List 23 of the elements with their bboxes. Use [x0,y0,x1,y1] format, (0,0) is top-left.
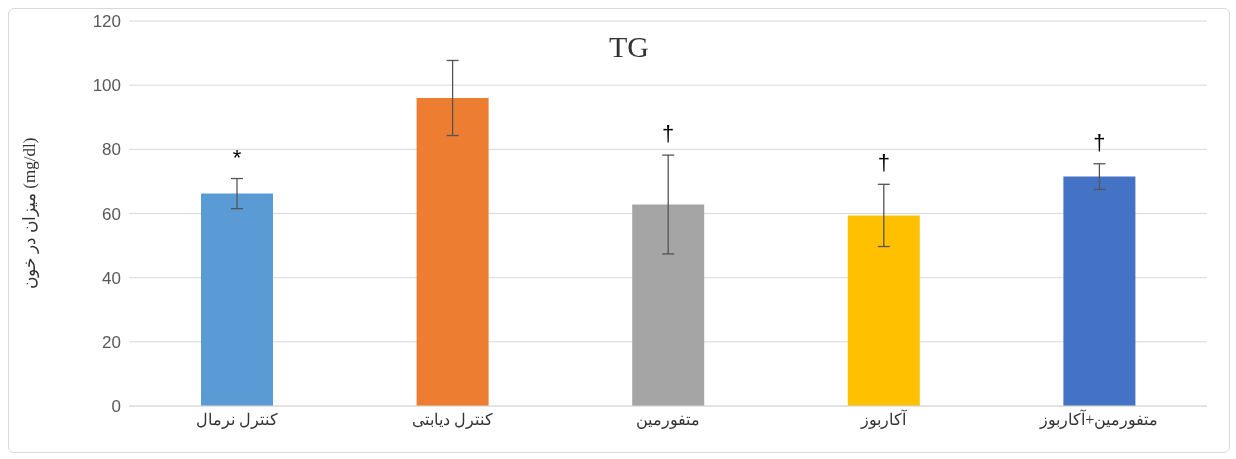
x-tick-label: متفورمین+آکاربوز [1039,409,1159,430]
y-tick-label: 60 [102,204,121,224]
y-axis-title: میزان در خون (mg/dl) [20,137,41,290]
chart-title: TG [609,30,649,63]
bar [847,215,920,406]
y-tick-label: 80 [102,140,121,160]
x-tick-label: متفورمین [636,411,700,430]
y-tick-label: 40 [102,268,121,288]
x-tick-label: آکاربوز [860,409,909,430]
y-tick-label: 120 [92,12,121,32]
y-tick-label: 20 [102,332,121,352]
bar [1063,176,1136,406]
y-tick-label: 0 [111,397,121,417]
data-label: † [877,150,890,176]
data-label: † [662,121,675,147]
bar [201,193,273,406]
y-tick-label: 100 [92,76,121,96]
data-label: * [232,144,242,170]
x-tick-label: کنترل دیابتی [411,411,493,430]
data-label: † [1093,129,1106,155]
bar [416,98,489,406]
x-tick-label: کنترل نرمال [195,411,278,430]
bar [632,204,705,406]
